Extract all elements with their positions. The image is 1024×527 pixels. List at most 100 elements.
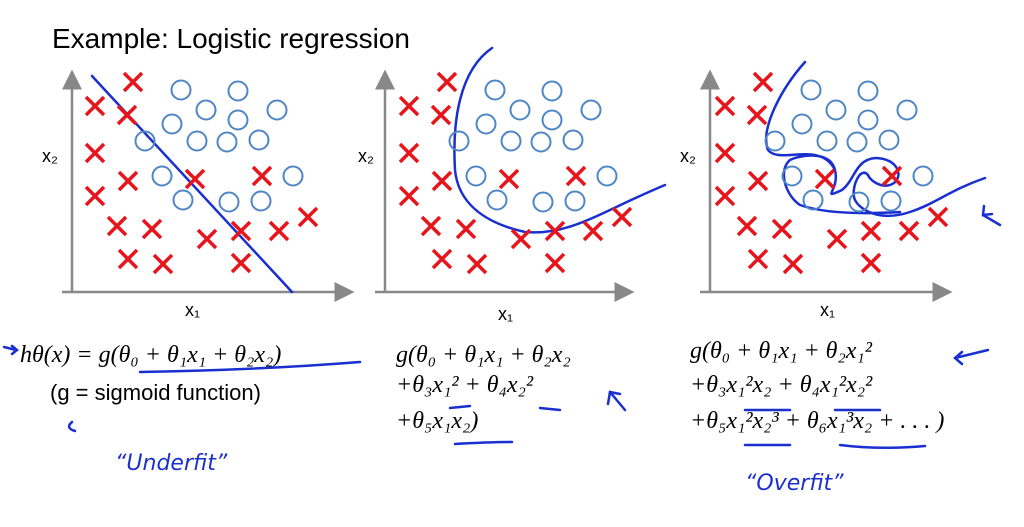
decision-boundary bbox=[765, 60, 987, 217]
cross bbox=[230, 220, 252, 242]
cross bbox=[430, 104, 452, 126]
circle-point bbox=[781, 165, 803, 187]
circle-point bbox=[486, 189, 508, 211]
cross bbox=[420, 215, 442, 237]
cross bbox=[184, 168, 206, 190]
cross bbox=[860, 252, 882, 274]
cross bbox=[826, 228, 848, 250]
cross bbox=[747, 170, 769, 192]
circle-point bbox=[848, 191, 870, 213]
circle-point bbox=[802, 189, 824, 211]
annotation-mark bbox=[2, 344, 362, 433]
cross bbox=[84, 95, 106, 117]
circle-point bbox=[816, 130, 838, 152]
circle-point bbox=[764, 130, 786, 152]
circle-point bbox=[216, 131, 238, 153]
circle-point bbox=[227, 109, 249, 131]
circle-point bbox=[195, 99, 217, 121]
cross bbox=[510, 228, 532, 250]
circle-point bbox=[186, 130, 208, 152]
cross bbox=[116, 104, 138, 126]
cross bbox=[881, 165, 903, 187]
cross bbox=[927, 206, 949, 228]
slide-title: Example: Logistic regression bbox=[52, 23, 410, 54]
cross bbox=[431, 170, 453, 192]
annotation: “Underfit” bbox=[115, 451, 228, 476]
circle-point bbox=[532, 191, 554, 213]
cross bbox=[106, 215, 128, 237]
cross bbox=[544, 252, 566, 274]
circle-point bbox=[465, 165, 487, 187]
cross bbox=[814, 168, 836, 190]
y-label: x₂ bbox=[680, 146, 696, 166]
cross bbox=[436, 71, 458, 93]
y-label: x₂ bbox=[42, 146, 58, 166]
circle-point bbox=[172, 189, 194, 211]
cross bbox=[466, 253, 488, 275]
circle-point bbox=[878, 129, 900, 151]
annotation-mark bbox=[448, 390, 627, 446]
circle-point bbox=[857, 80, 879, 102]
circle-point bbox=[134, 130, 156, 152]
circle-point bbox=[484, 79, 506, 101]
circle-point bbox=[248, 129, 270, 151]
cross bbox=[611, 206, 633, 228]
cross bbox=[582, 220, 604, 242]
formula: +θ₃x₁²x₂ + θ₄x₁²x₂² bbox=[690, 372, 873, 398]
circle-point bbox=[562, 129, 584, 151]
circle-point bbox=[475, 113, 497, 135]
cross bbox=[84, 185, 106, 207]
circle-point bbox=[448, 130, 470, 152]
panel: x₂ x₁ hθ(x) = g(θ₀ + θ₁x₁ + θ₂x₂) (g = s… bbox=[2, 69, 362, 476]
cross bbox=[565, 165, 587, 187]
circle-point bbox=[509, 99, 531, 121]
y-label: x₂ bbox=[358, 146, 374, 166]
circle-point bbox=[596, 165, 618, 187]
cross bbox=[898, 220, 920, 242]
circle-point bbox=[580, 99, 602, 121]
cross bbox=[196, 228, 218, 250]
circle-point bbox=[541, 80, 563, 102]
circle-point bbox=[500, 130, 522, 152]
cross bbox=[141, 218, 163, 240]
cross bbox=[398, 95, 420, 117]
cross bbox=[771, 218, 793, 240]
cross bbox=[84, 142, 106, 164]
cross bbox=[498, 168, 520, 190]
circle-point bbox=[170, 79, 192, 101]
formula: hθ(x) = g(θ₀ + θ₁x₁ + θ₂x₂) bbox=[20, 342, 281, 368]
cross bbox=[455, 218, 477, 240]
cross bbox=[230, 252, 252, 274]
cross bbox=[736, 215, 758, 237]
circle-point bbox=[912, 165, 934, 187]
decision-boundary bbox=[453, 46, 667, 234]
cross bbox=[398, 185, 420, 207]
cross bbox=[117, 248, 139, 270]
cross bbox=[152, 253, 174, 275]
cross bbox=[746, 104, 768, 126]
circle-point bbox=[250, 190, 272, 212]
circle-point bbox=[896, 99, 918, 121]
cross bbox=[117, 170, 139, 192]
cross bbox=[714, 95, 736, 117]
cross bbox=[544, 220, 566, 242]
cross bbox=[714, 185, 736, 207]
circle-point bbox=[266, 99, 288, 121]
circle-point bbox=[846, 131, 868, 153]
cross bbox=[782, 253, 804, 275]
circle-point bbox=[227, 80, 249, 102]
circle-point bbox=[218, 191, 240, 213]
cross bbox=[747, 248, 769, 270]
circle-point bbox=[825, 99, 847, 121]
circle-point bbox=[791, 113, 813, 135]
cross bbox=[860, 220, 882, 242]
circle-point bbox=[282, 165, 304, 187]
cross bbox=[268, 220, 290, 242]
circle-point bbox=[161, 113, 183, 135]
formula: g(θ₀ + θ₁x₁ + θ₂x₂ bbox=[396, 342, 571, 368]
circle-point bbox=[530, 131, 552, 153]
annotation: “Overfit” bbox=[745, 471, 844, 496]
circle-point bbox=[541, 109, 563, 131]
formula: g(θ₀ + θ₁x₁ + θ₂x₁² bbox=[690, 338, 873, 364]
